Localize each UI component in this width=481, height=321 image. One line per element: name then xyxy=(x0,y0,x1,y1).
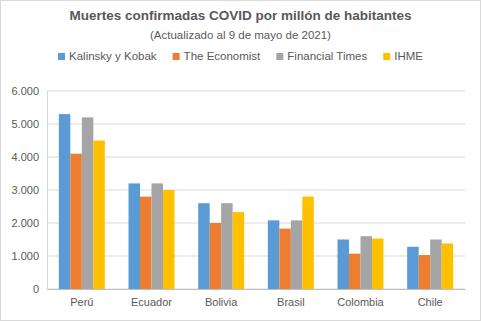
bar xyxy=(140,197,151,289)
bar xyxy=(59,114,70,289)
legend-label: Financial Times xyxy=(287,50,367,62)
y-tick-label: 0 xyxy=(33,283,39,295)
bar xyxy=(442,243,453,289)
x-tick-label: Perú xyxy=(70,296,93,308)
legend-item: Financial Times xyxy=(276,50,367,62)
bar xyxy=(302,197,313,289)
bar xyxy=(268,220,279,289)
bar xyxy=(233,212,244,289)
grid-line xyxy=(47,289,465,290)
bar xyxy=(198,203,209,289)
bar xyxy=(372,239,383,289)
title: Muertes confirmadas COVID por millón de … xyxy=(69,8,411,23)
bar xyxy=(93,141,104,290)
bar xyxy=(291,220,302,289)
x-tick: Bolivia xyxy=(205,289,238,308)
y-tick: 1.000 xyxy=(11,250,47,262)
bar xyxy=(407,247,418,289)
bar xyxy=(163,190,174,289)
grid-line xyxy=(47,124,465,125)
legend-swatch xyxy=(58,53,65,60)
x-tick: Chile xyxy=(418,289,443,308)
legend-swatch xyxy=(173,53,180,60)
x-tick-label: Brasil xyxy=(277,296,305,308)
grid-line xyxy=(47,157,465,158)
series xyxy=(59,114,419,289)
legend-item: Kalinsky y Kobak xyxy=(58,50,157,62)
chart: Muertes confirmadas COVID por millón de … xyxy=(0,0,481,321)
bar xyxy=(82,117,93,289)
bar xyxy=(129,183,140,289)
x-tick: Perú xyxy=(70,289,93,308)
x-tick-label: Chile xyxy=(418,296,443,308)
y-tick-label: 1.000 xyxy=(11,250,39,262)
legend-item: IHME xyxy=(383,50,423,62)
bar xyxy=(221,203,232,289)
x-tick-label: Bolivia xyxy=(205,296,238,308)
series xyxy=(82,117,442,289)
y-axis: 0 1.000 2.000 3.000 4.000 5.000 6.000 xyxy=(11,85,47,295)
y-tick-label: 3.000 xyxy=(11,184,39,196)
x-axis-line xyxy=(48,289,466,290)
y-tick-label: 2.000 xyxy=(11,217,39,229)
bar xyxy=(152,183,163,289)
legend: Kalinsky y Kobak The Economist Financial T… xyxy=(58,50,423,62)
plot: 0 1.000 2.000 3.000 4.000 5.000 6.000 Perú Ecuad… xyxy=(11,85,465,308)
bar xyxy=(338,240,349,290)
x-tick-label: Colombia xyxy=(337,296,384,308)
bars xyxy=(59,114,453,289)
y-tick-label: 5.000 xyxy=(11,118,39,130)
bar xyxy=(349,254,360,289)
y-axis-line xyxy=(47,92,48,290)
y-tick: 0 xyxy=(33,283,47,295)
y-tick: 2.000 xyxy=(11,217,47,229)
bar xyxy=(210,223,221,289)
bar xyxy=(361,236,372,289)
legend-item: The Economist xyxy=(173,50,262,62)
x-tick: Ecuador xyxy=(131,289,172,308)
bar xyxy=(419,255,430,289)
bar xyxy=(279,229,290,289)
y-tick: 6.000 xyxy=(11,85,47,97)
grid-line xyxy=(47,256,465,257)
bar xyxy=(70,154,81,289)
y-tick: 4.000 xyxy=(11,151,47,163)
series xyxy=(93,141,453,290)
x-axis: Perú Ecuador Bolivia Brasil Colombia Chile xyxy=(48,289,466,308)
legend-swatch xyxy=(276,53,283,60)
x-tick-label: Ecuador xyxy=(131,296,172,308)
x-tick: Colombia xyxy=(337,289,384,308)
legend-label: IHME xyxy=(394,50,423,62)
series xyxy=(70,154,430,289)
legend-swatch xyxy=(383,53,390,60)
chart-frame xyxy=(1,1,481,321)
x-tick: Brasil xyxy=(277,289,305,308)
y-tick: 3.000 xyxy=(11,184,47,196)
y-tick-label: 6.000 xyxy=(11,85,39,97)
legend-label: The Economist xyxy=(184,50,262,62)
y-tick-label: 4.000 xyxy=(11,151,39,163)
subtitle: (Actualizado al 9 de mayo de 2021) xyxy=(150,29,331,41)
bar xyxy=(430,240,441,290)
grid-line xyxy=(47,91,465,92)
grid xyxy=(47,91,465,289)
legend-label: Kalinsky y Kobak xyxy=(69,50,157,62)
grid-line xyxy=(47,190,465,191)
grid-line xyxy=(47,223,465,224)
y-tick: 5.000 xyxy=(11,118,47,130)
